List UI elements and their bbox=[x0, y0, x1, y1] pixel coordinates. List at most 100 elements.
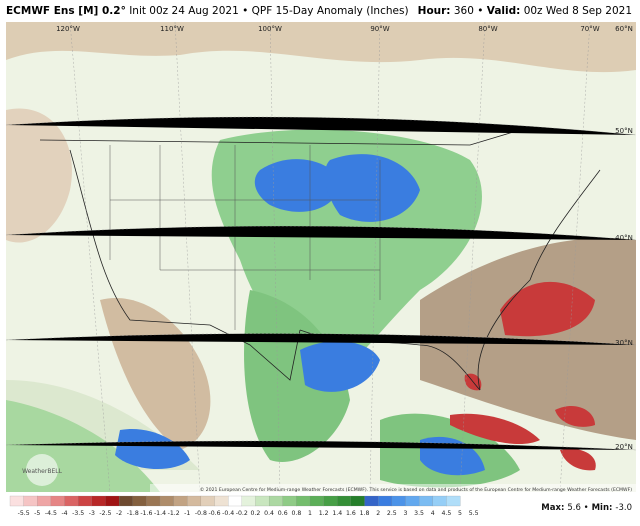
colorbar-swatch bbox=[378, 495, 393, 507]
colorbar-label: 0.8 bbox=[291, 510, 301, 517]
header: ECMWF Ens [M] 0.2° Init 00z 24 Aug 2021 … bbox=[0, 0, 640, 22]
valid-label: Valid: bbox=[486, 5, 521, 17]
colorbar-swatch bbox=[337, 495, 352, 507]
colorbar-label: -0.6 bbox=[209, 510, 221, 517]
colorbar-swatch bbox=[118, 495, 134, 507]
colorbar-swatch bbox=[214, 495, 229, 507]
longitude-label: 60°N bbox=[615, 25, 633, 33]
deficit-area bbox=[450, 413, 540, 445]
colorbar-swatch bbox=[268, 495, 284, 507]
state-line bbox=[109, 145, 381, 330]
colorbar-label: -1.4 bbox=[154, 510, 166, 517]
latitude-label: 50°N bbox=[615, 127, 633, 135]
colorbar-swatch bbox=[391, 495, 406, 507]
colorbar-label: 4.5 bbox=[441, 510, 451, 517]
colorbar-label: 1.8 bbox=[360, 510, 370, 517]
colorbar-label: 1.6 bbox=[346, 510, 356, 517]
logo-badge bbox=[26, 454, 58, 486]
dry-area bbox=[6, 22, 636, 73]
valid: 00z Wed 8 Sep 2021 bbox=[523, 5, 632, 17]
heavy-area bbox=[324, 154, 420, 222]
colorbar-label: 2 bbox=[376, 510, 380, 517]
colorbar-swatch bbox=[187, 495, 202, 507]
valid-info: Hour: 360 • Valid: 00z Wed 8 Sep 2021 bbox=[418, 0, 632, 22]
colorbar-swatch bbox=[173, 495, 188, 507]
colorbar-swatch bbox=[91, 495, 106, 507]
colorbar-swatch bbox=[105, 495, 120, 507]
field bbox=[6, 22, 636, 492]
border-line bbox=[477, 169, 601, 391]
colorbar-label: -0.8 bbox=[195, 510, 207, 517]
colorbar-swatch bbox=[23, 495, 38, 507]
longitude-label: 100°W bbox=[258, 25, 282, 33]
colorbar-label: 1.2 bbox=[319, 510, 329, 517]
credit-bg bbox=[150, 484, 636, 493]
colorbar-label: 5 bbox=[458, 510, 462, 517]
colorbar-label: -3.5 bbox=[72, 510, 84, 517]
colorbar-label: -4.5 bbox=[45, 510, 57, 517]
longitude-label: 120°W bbox=[56, 25, 80, 33]
colorbar-swatch bbox=[64, 495, 79, 507]
colorbar-label: 3.5 bbox=[414, 510, 424, 517]
colorbar-label: -1.2 bbox=[168, 510, 180, 517]
colorbar-label: 0.4 bbox=[264, 510, 274, 517]
colorbar-swatch bbox=[9, 495, 25, 507]
stats: Max: 5.6 • Min: -3.0 bbox=[541, 503, 632, 513]
colorbar-swatch bbox=[350, 495, 365, 507]
colorbar-label: -1.6 bbox=[140, 510, 152, 517]
longitude-label: 70°W bbox=[580, 25, 599, 33]
heavy-area bbox=[300, 341, 380, 392]
borders bbox=[39, 129, 601, 391]
colorbar-swatch bbox=[146, 495, 161, 507]
latitude-label: 30°N bbox=[615, 339, 633, 347]
colorbar-label: 1.4 bbox=[332, 510, 342, 517]
colorbar-swatch bbox=[37, 495, 52, 507]
longitude-label: 110°W bbox=[160, 25, 184, 33]
colorbar-label: -4 bbox=[61, 510, 67, 517]
longitude-label: 80°W bbox=[478, 25, 497, 33]
colorbar-swatch bbox=[296, 495, 311, 507]
heavy-area bbox=[115, 429, 190, 470]
colorbar-label: 2.5 bbox=[387, 510, 397, 517]
colorbar-swatch bbox=[323, 495, 338, 507]
colorbar-swatch bbox=[132, 495, 147, 507]
colorbar-label: -3 bbox=[89, 510, 95, 517]
colorbar-label: -5.5 bbox=[18, 510, 30, 517]
colorbar-swatch bbox=[432, 495, 447, 507]
colorbar-swatch bbox=[418, 495, 434, 507]
colorbar-swatch bbox=[446, 495, 461, 507]
colorbar-label: -1.8 bbox=[127, 510, 139, 517]
hour-label: Hour: bbox=[417, 5, 451, 17]
latitude-label: 40°N bbox=[615, 234, 633, 242]
colorbar-swatch bbox=[255, 495, 270, 507]
colorbar-label: 0.6 bbox=[278, 510, 288, 517]
colorbar-swatch bbox=[364, 495, 379, 507]
wet-area bbox=[244, 290, 350, 462]
colorbar-label: 0.2 bbox=[251, 510, 261, 517]
description: Init 00z 24 Aug 2021 • QPF 15-Day Anomal… bbox=[129, 5, 409, 17]
colorbar-label: -1 bbox=[184, 510, 190, 517]
colorbar-swatch bbox=[159, 495, 175, 507]
border-line bbox=[39, 129, 521, 146]
title: ECMWF Ens [M] 0.2° Init 00z 24 Aug 2021 … bbox=[6, 0, 409, 22]
heavy-area bbox=[254, 159, 340, 212]
logo: WeatherBELL bbox=[22, 468, 63, 475]
colorbar-swatch bbox=[241, 495, 256, 507]
colorbar-label: -5 bbox=[34, 510, 40, 517]
stat-part: 5.6 • bbox=[567, 503, 588, 513]
dry-area bbox=[6, 108, 72, 243]
colorbar-label: -2 bbox=[116, 510, 122, 517]
colorbar-label: 1 bbox=[308, 510, 312, 517]
colorbar-swatch bbox=[405, 495, 420, 507]
border-line bbox=[69, 149, 301, 381]
latitude-label: 20°N bbox=[615, 443, 633, 451]
colorbar-swatch bbox=[50, 495, 65, 507]
credit: © 2021 European Centre for Medium-range … bbox=[200, 486, 632, 493]
colorbar-label: 4 bbox=[431, 510, 435, 517]
longitude-label: 90°W bbox=[370, 25, 389, 33]
colorbar-swatch bbox=[282, 495, 297, 507]
colorbar-label: -0.4 bbox=[222, 510, 234, 517]
colorbar-swatch bbox=[228, 495, 243, 507]
colorbar-swatch bbox=[309, 495, 325, 507]
